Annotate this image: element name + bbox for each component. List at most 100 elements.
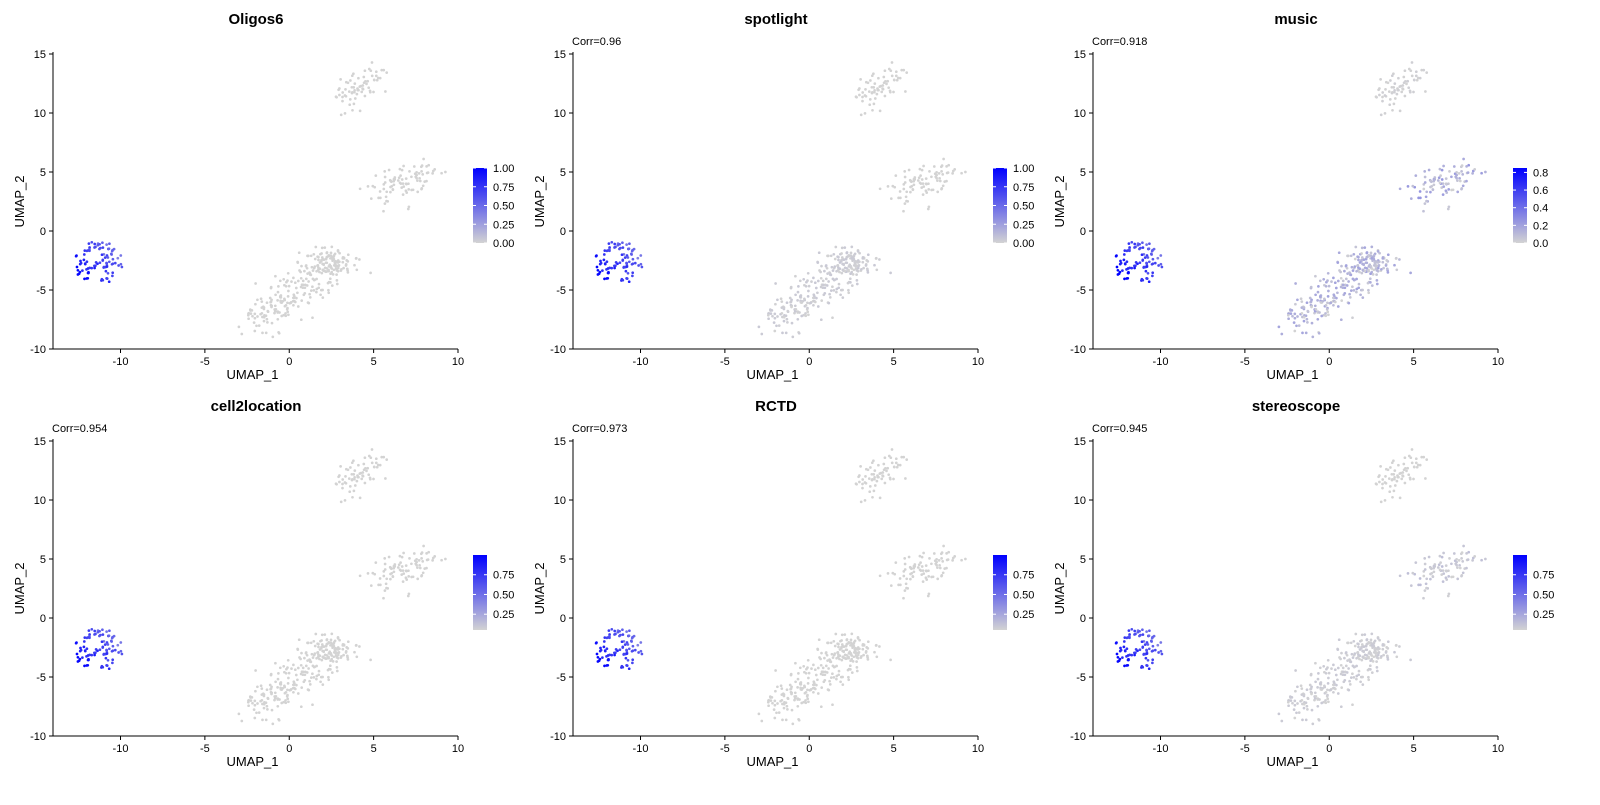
data-point [1147, 647, 1151, 651]
data-point [317, 255, 320, 259]
data-point [614, 651, 617, 655]
scatter-points [1114, 61, 1487, 339]
colorbar-tick-label: 0.25 [493, 609, 514, 621]
data-point [1340, 264, 1343, 268]
data-point [849, 668, 852, 671]
data-point [796, 704, 800, 708]
data-point [1444, 177, 1448, 180]
data-point [321, 296, 325, 299]
data-point [1423, 562, 1427, 566]
data-point [1300, 311, 1304, 315]
data-point [1159, 262, 1163, 266]
data-point [1320, 314, 1324, 318]
data-point [1395, 92, 1399, 96]
data-point [416, 577, 420, 581]
data-point [93, 633, 96, 636]
data-point [384, 582, 388, 586]
data-point [832, 639, 836, 643]
data-point [941, 184, 945, 188]
data-point [937, 559, 941, 562]
data-point [1354, 245, 1358, 249]
data-point [110, 262, 114, 266]
data-point [1350, 265, 1354, 269]
y-tick-label: 15 [34, 49, 46, 61]
data-point [294, 673, 298, 677]
data-point [596, 655, 600, 659]
data-point [427, 163, 431, 167]
data-point [837, 642, 840, 646]
data-point [946, 558, 950, 561]
data-point [1305, 688, 1309, 692]
data-point [806, 310, 810, 314]
data-point [835, 290, 838, 294]
data-point [1289, 699, 1293, 702]
data-point [1386, 640, 1390, 644]
data-point [780, 300, 784, 303]
data-point [1300, 687, 1304, 690]
data-point [1466, 558, 1470, 561]
data-point [427, 550, 431, 554]
data-point [1376, 648, 1380, 651]
data-point [875, 268, 879, 272]
data-point [308, 683, 312, 686]
data-point [332, 641, 336, 644]
data-point [404, 189, 408, 193]
data-point [296, 261, 300, 264]
data-point [1126, 276, 1130, 280]
data-point [898, 76, 902, 80]
data-point [111, 257, 115, 261]
data-point [1140, 640, 1144, 644]
data-point [934, 175, 938, 179]
data-point [410, 562, 413, 566]
data-point [415, 170, 418, 174]
data-point [1380, 654, 1383, 658]
data-point [605, 249, 609, 253]
data-point [337, 263, 341, 267]
data-point [1353, 644, 1357, 648]
data-point [1367, 678, 1371, 682]
data-point [757, 712, 761, 716]
data-point [75, 265, 79, 269]
data-point [265, 317, 269, 321]
data-point [310, 652, 314, 656]
data-point [627, 280, 631, 284]
data-point [1136, 262, 1139, 266]
data-point [113, 261, 117, 265]
data-point [334, 654, 338, 658]
data-point [1293, 312, 1297, 316]
y-tick-label: 10 [1074, 495, 1086, 507]
data-point [636, 256, 640, 260]
data-point [1480, 171, 1483, 175]
data-point [253, 699, 257, 703]
data-point [353, 469, 357, 472]
data-point [842, 263, 846, 267]
data-point [340, 267, 343, 271]
data-point [1287, 704, 1290, 708]
data-point [806, 666, 809, 669]
data-point [252, 321, 256, 324]
data-point [896, 76, 900, 80]
x-tick-label: -5 [1240, 743, 1250, 755]
data-point [964, 170, 967, 174]
data-point [371, 184, 375, 188]
data-point [1128, 249, 1131, 253]
data-point [254, 689, 257, 693]
data-point [322, 650, 326, 654]
data-point [375, 465, 379, 469]
data-point [1385, 646, 1389, 649]
data-point [237, 325, 241, 329]
data-point [335, 666, 339, 669]
data-point [1351, 672, 1354, 676]
data-point [855, 282, 859, 286]
data-point [284, 284, 288, 288]
data-point [1371, 273, 1375, 276]
data-point [94, 264, 97, 268]
data-point [835, 287, 839, 291]
data-point [363, 94, 367, 98]
data-point [1437, 563, 1441, 567]
data-point [1405, 82, 1408, 86]
data-point [286, 271, 290, 275]
data-point [790, 321, 794, 325]
data-point [255, 324, 258, 328]
data-point [396, 566, 400, 569]
